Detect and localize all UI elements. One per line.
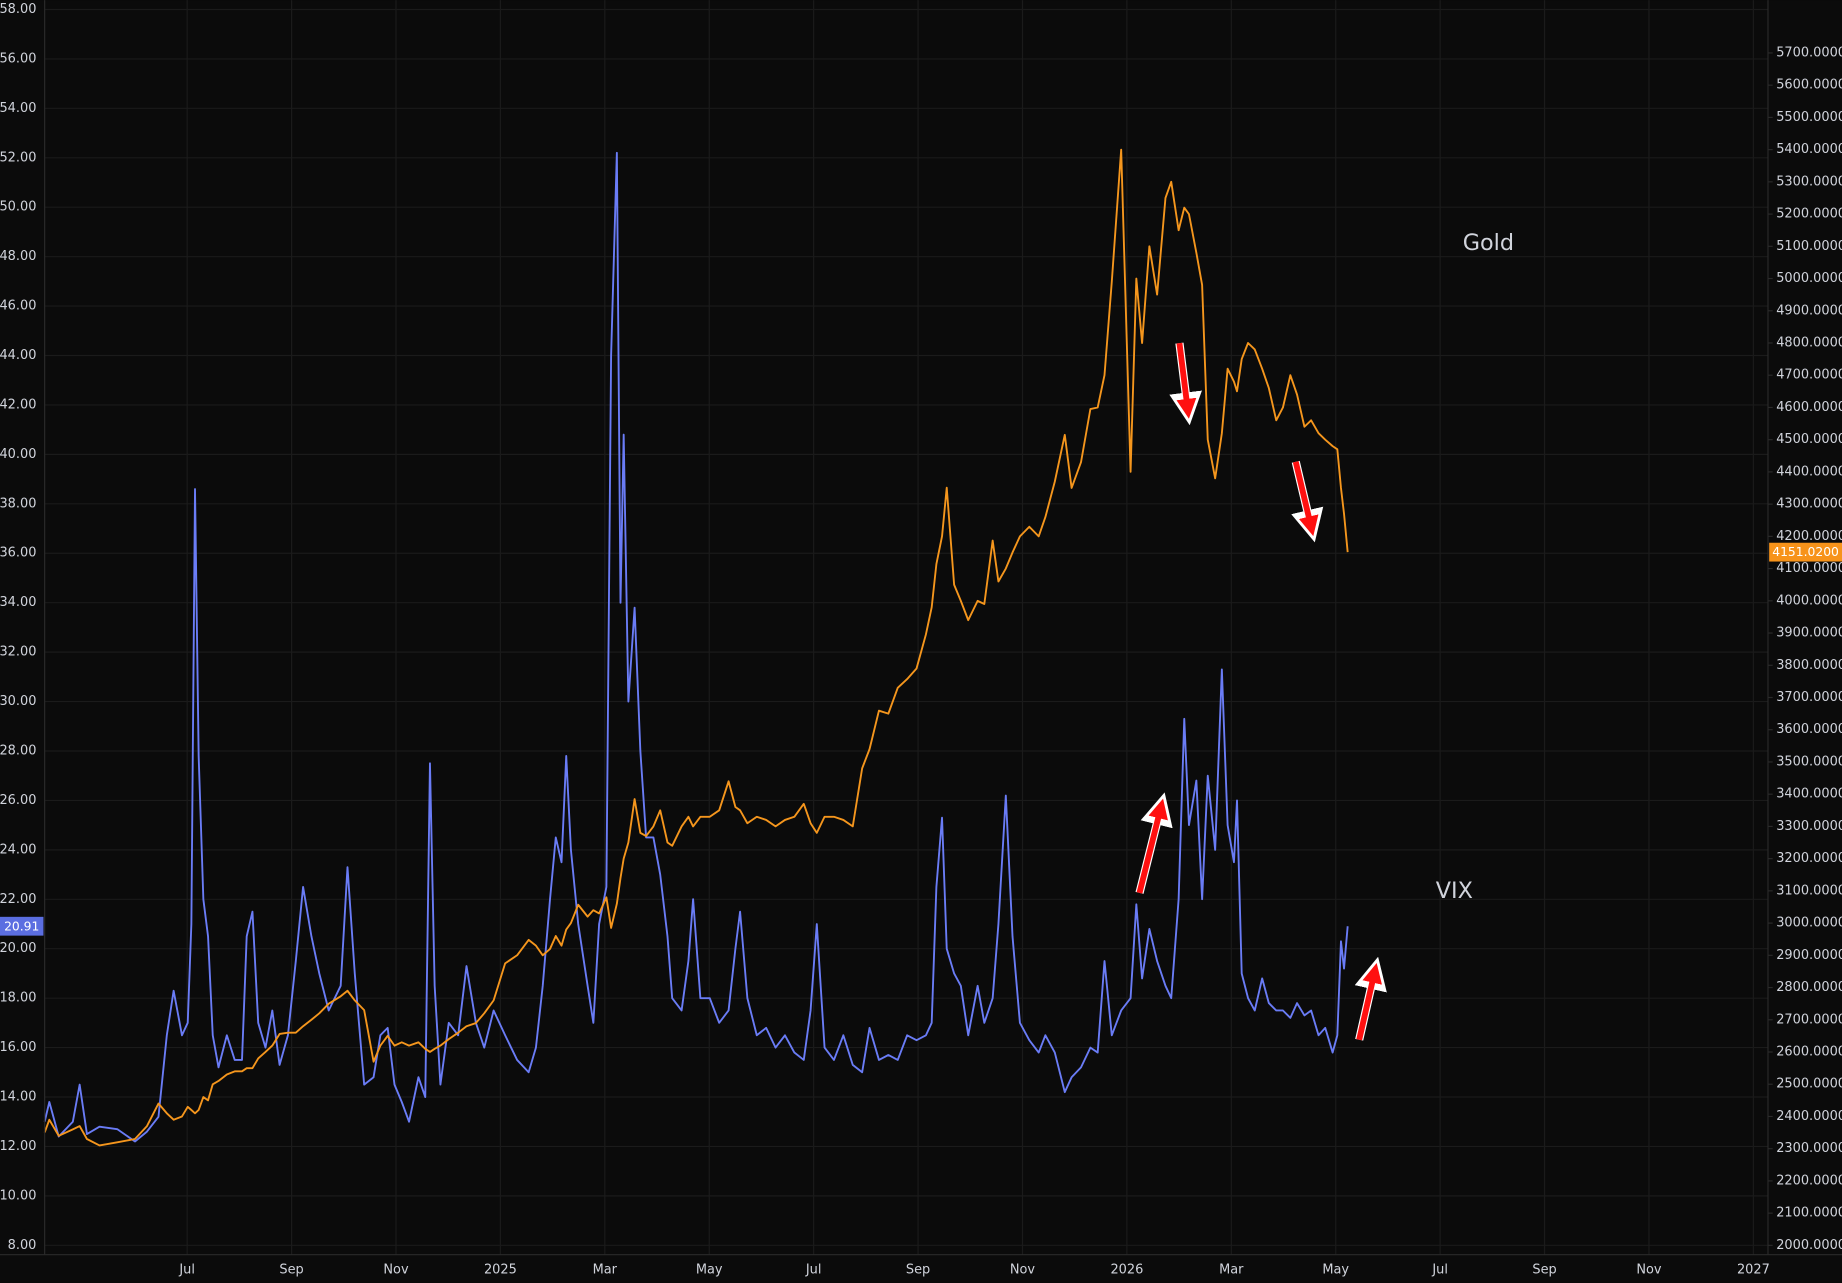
y-tick-label: 46.00 xyxy=(0,299,36,314)
y2-tick-label: 3900.0000 xyxy=(1776,626,1842,641)
arrows xyxy=(1135,342,1387,1041)
y-tick-label: 20.00 xyxy=(0,941,36,956)
y2-tick-label: 4600.0000 xyxy=(1776,400,1842,415)
y2-tick-label: 3600.0000 xyxy=(1776,722,1842,737)
y2-tick-label: 5600.0000 xyxy=(1776,78,1842,93)
y-tick-label: 16.00 xyxy=(0,1040,36,1055)
y2-tick-label: 3100.0000 xyxy=(1776,883,1842,898)
y-tick-label: 28.00 xyxy=(0,743,36,758)
x-tick-label: May xyxy=(696,1262,723,1277)
y2-tick-label: 4500.0000 xyxy=(1776,432,1842,447)
arrow xyxy=(1169,342,1202,426)
series-line xyxy=(43,151,1349,1143)
y2-tick-label: 2300.0000 xyxy=(1776,1141,1842,1156)
y-tick-label: 52.00 xyxy=(0,150,36,165)
y-tick-label: 18.00 xyxy=(0,991,36,1006)
y2-tick-label: 5500.0000 xyxy=(1776,110,1842,125)
y2-tick-label: 2000.0000 xyxy=(1776,1238,1842,1253)
y2-tick-label: 3700.0000 xyxy=(1776,690,1842,705)
y2-tick-label: 3400.0000 xyxy=(1776,787,1842,802)
x-tick-label: Nov xyxy=(383,1262,409,1277)
y-tick-label: 42.00 xyxy=(0,397,36,412)
y2-tick-label: 4800.0000 xyxy=(1776,335,1842,350)
y2-tick-label: 4100.0000 xyxy=(1776,561,1842,576)
arrow xyxy=(1354,956,1387,1041)
price-badge xyxy=(0,916,44,936)
y2-tick-label: 5100.0000 xyxy=(1776,239,1842,254)
y2-tick-label: 4900.0000 xyxy=(1776,303,1842,318)
x-tick-label: Jul xyxy=(178,1262,195,1277)
x-tick-label: Sep xyxy=(1532,1262,1556,1277)
y-tick-label: 24.00 xyxy=(0,842,36,857)
y-tick-label: 22.00 xyxy=(0,892,36,907)
x-tick-label: 2026 xyxy=(1110,1262,1143,1277)
y2-tick-label: 3800.0000 xyxy=(1776,658,1842,673)
x-tick-label: Jul xyxy=(1431,1262,1448,1277)
grid xyxy=(44,0,1768,1255)
y2-tick-label: 4400.0000 xyxy=(1776,464,1842,479)
price-label: 20.91 xyxy=(4,919,39,933)
annotation: VIX xyxy=(1436,878,1473,904)
y-tick-label: 12.00 xyxy=(0,1139,36,1154)
x-tick-label: May xyxy=(1322,1262,1349,1277)
x-tick-label: 2025 xyxy=(484,1262,517,1277)
x-tick-label: Sep xyxy=(906,1262,930,1277)
y2-tick-label: 2200.0000 xyxy=(1776,1173,1842,1188)
plot xyxy=(43,148,1349,1147)
y-tick-label: 8.00 xyxy=(8,1238,37,1253)
arrow xyxy=(1135,792,1173,894)
x-tick-label: Sep xyxy=(279,1262,303,1277)
y-tick-label: 14.00 xyxy=(0,1090,36,1105)
x-tick-label: Nov xyxy=(1636,1262,1662,1277)
y2-tick-label: 4200.0000 xyxy=(1776,529,1842,544)
y2-tick-label: 5700.0000 xyxy=(1776,45,1842,60)
arrow xyxy=(1291,460,1324,543)
x-tick-label: Mar xyxy=(593,1262,618,1277)
y2-tick-label: 4000.0000 xyxy=(1776,593,1842,608)
y2-tick-label: 5400.0000 xyxy=(1776,142,1842,157)
y2-tick-label: 4300.0000 xyxy=(1776,497,1842,512)
x-tick-label: 2027 xyxy=(1737,1262,1770,1277)
y2-tick-label: 2900.0000 xyxy=(1776,948,1842,963)
y-tick-label: 44.00 xyxy=(0,348,36,363)
y-tick-label: 38.00 xyxy=(0,496,36,511)
series-line xyxy=(43,148,1349,1147)
y-tick-label: 54.00 xyxy=(0,101,36,116)
annotation: Gold xyxy=(1463,230,1514,256)
y2-tick-label: 5200.0000 xyxy=(1776,207,1842,222)
y2-tick-label: 3300.0000 xyxy=(1776,819,1842,834)
y-tick-label: 36.00 xyxy=(0,546,36,561)
y2-tick-label: 2700.0000 xyxy=(1776,1012,1842,1027)
price-label: 4151.0200 xyxy=(1772,545,1839,559)
x-tick-label: Jul xyxy=(805,1262,822,1277)
y2-tick-label: 3500.0000 xyxy=(1776,754,1842,769)
x-tick-label: Nov xyxy=(1010,1262,1036,1277)
y-tick-label: 50.00 xyxy=(0,200,36,215)
y2-tick-label: 2400.0000 xyxy=(1776,1109,1842,1124)
x-tick-label: Mar xyxy=(1219,1262,1244,1277)
y2-tick-label: 2600.0000 xyxy=(1776,1045,1842,1060)
y-tick-label: 32.00 xyxy=(0,645,36,660)
y2-tick-label: 4700.0000 xyxy=(1776,368,1842,383)
y-tick-label: 30.00 xyxy=(0,694,36,709)
y2-tick-label: 5000.0000 xyxy=(1776,271,1842,286)
y2-tick-label: 2500.0000 xyxy=(1776,1077,1842,1092)
y2-tick-label: 3200.0000 xyxy=(1776,851,1842,866)
y-tick-label: 48.00 xyxy=(0,249,36,264)
y-tick-label: 40.00 xyxy=(0,447,36,462)
y-tick-label: 26.00 xyxy=(0,793,36,808)
y2-tick-label: 2100.0000 xyxy=(1776,1206,1842,1221)
y2-tick-label: 5300.0000 xyxy=(1776,174,1842,189)
y-tick-label: 10.00 xyxy=(0,1188,36,1203)
y-tick-label: 34.00 xyxy=(0,595,36,610)
y-tick-label: 56.00 xyxy=(0,51,36,66)
y2-tick-label: 2800.0000 xyxy=(1776,980,1842,995)
y2-tick-label: 3000.0000 xyxy=(1776,916,1842,931)
y-tick-label: 58.00 xyxy=(0,2,36,17)
price-badge xyxy=(1769,542,1842,562)
